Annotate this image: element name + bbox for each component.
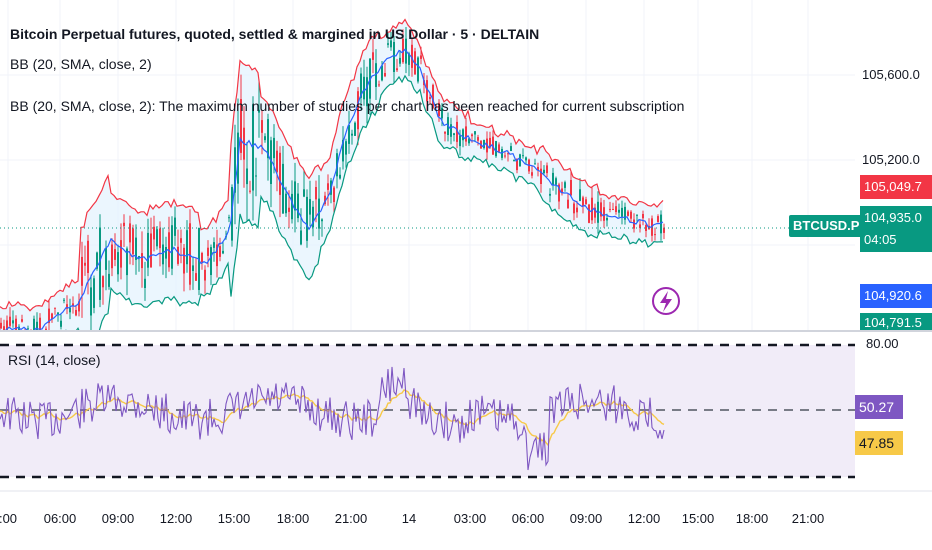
time-tick-label: 09:00 xyxy=(102,511,135,526)
lower-band-badge: 104,791.5 xyxy=(860,313,932,330)
rsi-legend[interactable]: RSI (14, close) xyxy=(8,352,101,368)
indicator-legend-bb-2[interactable]: BB (20, SMA, close, 2): The maximum numb… xyxy=(10,98,685,114)
countdown-badge: 04:05 xyxy=(860,230,932,252)
basis-badge: 104,920.6 xyxy=(860,284,932,308)
time-tick-label: 14 xyxy=(402,511,416,526)
upper-band-badge: 105,049.7 xyxy=(860,175,932,199)
time-tick-label: :00 xyxy=(0,511,17,526)
time-tick-label: 21:00 xyxy=(335,511,368,526)
bollinger-basis-line xyxy=(0,48,664,334)
time-axis[interactable]: :00 06:00 09:00 12:00 15:00 18:00 21:00 14 03:00… xyxy=(0,511,824,526)
chart-title: Bitcoin Perpetual futures, quoted, settl… xyxy=(10,26,540,42)
price-tick-label: 105,600.0 xyxy=(862,67,920,82)
time-tick-label: 12:00 xyxy=(628,511,661,526)
bollinger-upper-band xyxy=(0,18,664,312)
rsi-line xyxy=(0,366,665,471)
price-tick-label: 105,200.0 xyxy=(862,152,920,167)
time-tick-label: 21:00 xyxy=(792,511,825,526)
time-tick-label: 09:00 xyxy=(570,511,603,526)
time-tick-label: 18:00 xyxy=(277,511,310,526)
indicator-legend-bb-1[interactable]: BB (20, SMA, close, 2) xyxy=(10,56,152,72)
bollinger-lower-band xyxy=(0,74,664,336)
time-tick-label: 03:00 xyxy=(454,511,487,526)
time-tick-label: 15:00 xyxy=(682,511,715,526)
time-tick-label: 15:00 xyxy=(218,511,251,526)
rsi-level-label: 80.00 xyxy=(866,336,899,351)
time-tick-label: 12:00 xyxy=(160,511,193,526)
symbol-badge[interactable]: BTCUSD.P xyxy=(789,215,864,237)
rsi-value-badge: 50.27 xyxy=(855,395,903,419)
rsi-ma-badge: 47.85 xyxy=(855,431,903,455)
candlesticks xyxy=(0,27,665,352)
time-tick-label: 06:00 xyxy=(512,511,545,526)
time-tick-label: 18:00 xyxy=(736,511,769,526)
time-tick-label: 06:00 xyxy=(44,511,77,526)
rsi-moving-average-line xyxy=(0,389,665,447)
last-price-badge: 104,935.0 xyxy=(860,206,932,230)
lightning-icon[interactable] xyxy=(652,287,680,315)
